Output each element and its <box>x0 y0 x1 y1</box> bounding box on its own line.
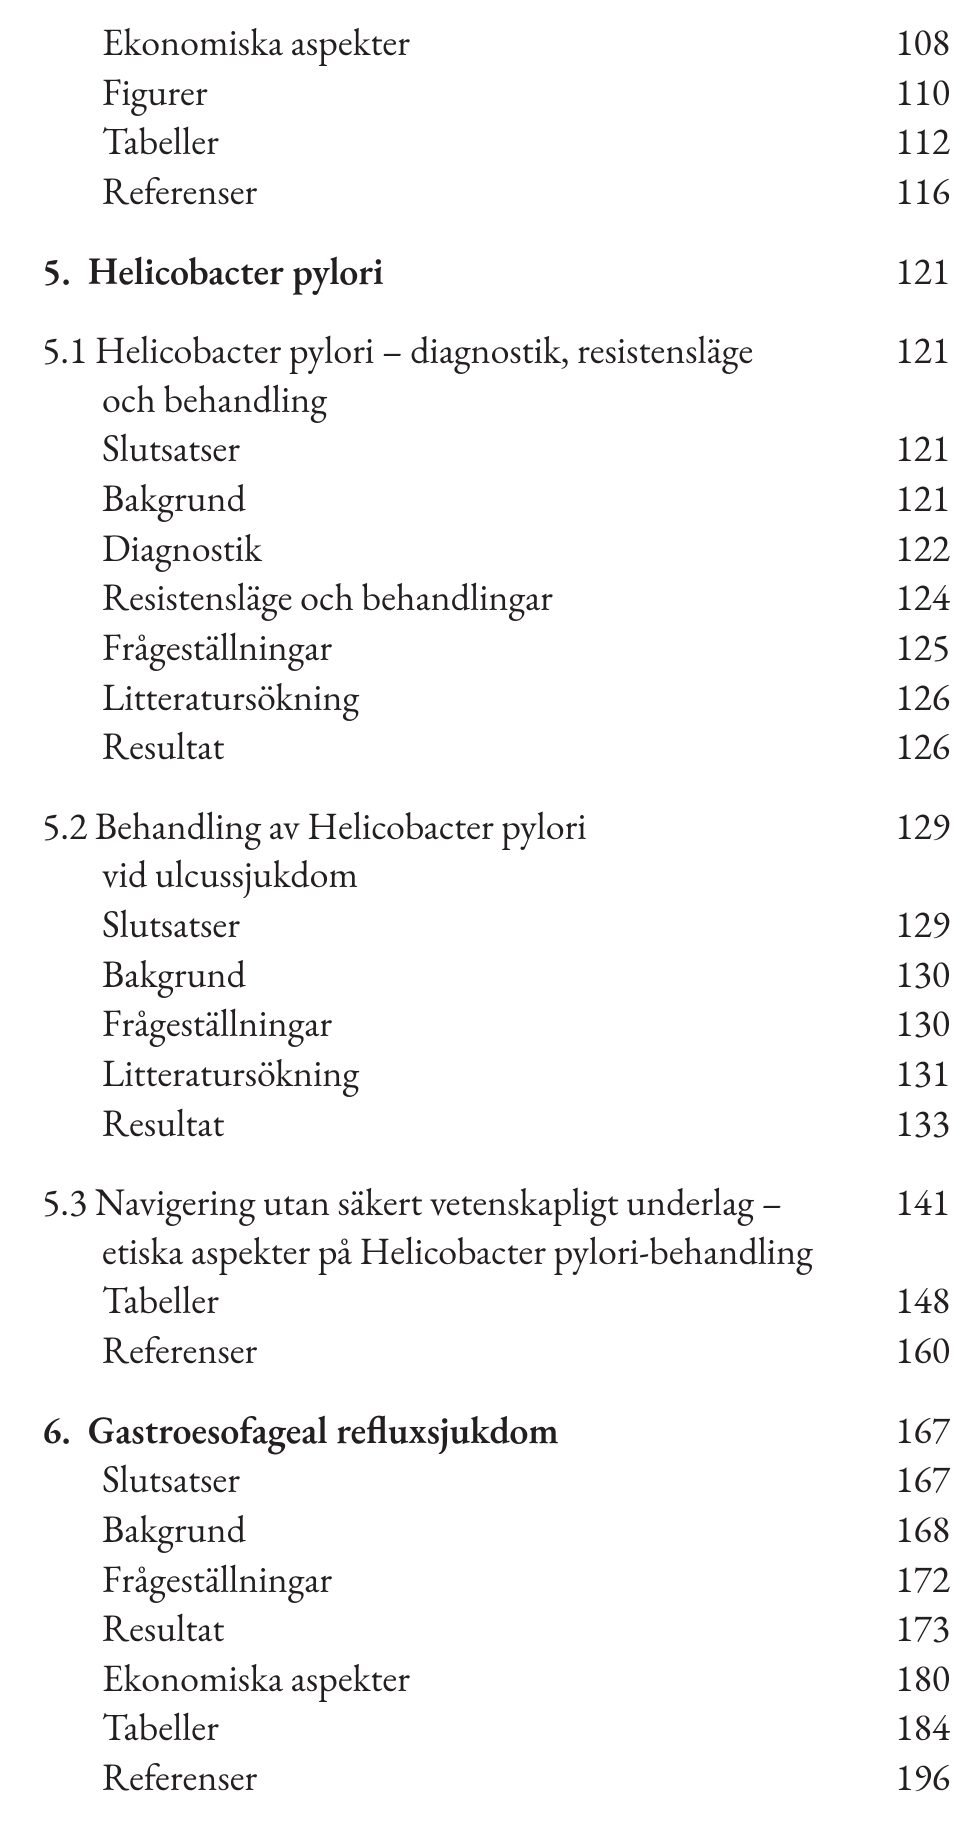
toc-entry: Figurer 110 <box>42 68 950 118</box>
toc-entry-label: 5.1 Helicobacter pylori – diagnostik, re… <box>42 327 753 424</box>
toc-entry: Tabeller 148 <box>42 1276 950 1326</box>
toc-entry-page: 168 <box>870 1505 950 1554</box>
toc-entry: Litteratursökning 126 <box>42 673 950 723</box>
toc-entry-label: Litteratursökning <box>102 674 359 723</box>
toc-entry: Resultat 126 <box>42 722 950 772</box>
toc-entry-page: 172 <box>870 1555 950 1604</box>
toc-entry: 5. Helicobacter pylori 121 <box>42 247 950 297</box>
toc-entry-label: Slutsatser <box>102 425 240 474</box>
toc-entry-label: Resultat <box>102 1605 224 1654</box>
toc-entry: Frågeställningar 125 <box>42 623 950 673</box>
toc-entry-page: 121 <box>870 424 950 473</box>
toc-entry-sublabel: etiska aspekter på Helicobacter pylori-b… <box>42 1228 813 1277</box>
toc-entry-label: Bakgrund <box>102 475 246 524</box>
toc-entry: Resistensläge och behandlingar 124 <box>42 573 950 623</box>
toc-entry-label: Ekonomiska aspekter <box>102 1655 410 1704</box>
toc-entry-label: Resultat <box>102 723 224 772</box>
toc-entry-page: 108 <box>870 18 950 67</box>
toc-entry-label: Frågeställningar <box>102 1556 332 1605</box>
toc-entry-page: 180 <box>870 1654 950 1703</box>
toc-entry-label: Ekonomiska aspekter <box>102 19 410 68</box>
toc-entry-label: 5. Helicobacter pylori <box>42 248 384 297</box>
toc-entry-page: 184 <box>870 1703 950 1752</box>
toc-entry-page: 131 <box>870 1049 950 1098</box>
table-of-contents: Ekonomiska aspekter108Figurer110Tabeller… <box>42 18 950 1803</box>
toc-entry-sublabel: och behandling <box>42 376 753 425</box>
toc-entry-page: 167 <box>870 1455 950 1504</box>
toc-entry-page: 112 <box>870 117 950 166</box>
toc-entry-page: 121 <box>870 474 950 523</box>
toc-entry: Diagnostik 122 <box>42 524 950 574</box>
toc-entry: Frågeställningar 172 <box>42 1555 950 1605</box>
toc-entry-label: 6. Gastroesofageal refluxsjukdom <box>42 1407 559 1456</box>
toc-entry: Ekonomiska aspekter 108 <box>42 18 950 68</box>
toc-entry-page: 121 <box>870 247 950 296</box>
toc-entry-page: 173 <box>870 1604 950 1653</box>
toc-entry-page: 129 <box>870 802 950 851</box>
toc-entry-label: Diagnostik <box>102 525 262 574</box>
toc-entry: Referenser 196 <box>42 1753 950 1803</box>
toc-entry: Resultat 173 <box>42 1604 950 1654</box>
toc-entry: Bakgrund 121 <box>42 474 950 524</box>
toc-entry-page: 160 <box>870 1326 950 1375</box>
toc-entry-page: 125 <box>870 623 950 672</box>
toc-entry-sublabel: vid ulcussjukdom <box>42 851 587 900</box>
toc-entry-label: Referenser <box>102 1327 257 1376</box>
toc-entry: Resultat 133 <box>42 1099 950 1149</box>
toc-entry-label: Bakgrund <box>102 951 246 1000</box>
toc-entry-label: Resultat <box>102 1100 224 1149</box>
toc-entry-label: Frågeställningar <box>102 1000 332 1049</box>
toc-entry: Slutsatser 167 <box>42 1455 950 1505</box>
toc-entry-label: 5.2 Behandling av Helicobacter pylorivid… <box>42 803 587 900</box>
toc-entry-page: 148 <box>870 1276 950 1325</box>
toc-entry-page: 130 <box>870 999 950 1048</box>
toc-entry-page: 130 <box>870 950 950 999</box>
toc-entry-label: Slutsatser <box>102 1456 240 1505</box>
toc-entry: Litteratursökning 131 <box>42 1049 950 1099</box>
toc-entry-label: Frågeställningar <box>102 624 332 673</box>
toc-entry-page: 129 <box>870 900 950 949</box>
toc-entry-label: Referenser <box>102 168 257 217</box>
toc-entry-page: 196 <box>870 1753 950 1802</box>
toc-entry: 6. Gastroesofageal refluxsjukdom 167 <box>42 1406 950 1456</box>
toc-entry-label: Slutsatser <box>102 901 240 950</box>
toc-entry: 5.2 Behandling av Helicobacter pylorivid… <box>42 802 950 900</box>
toc-entry-label: Tabeller <box>102 1277 219 1326</box>
toc-entry-page: 141 <box>870 1178 950 1227</box>
toc-entry: Bakgrund 130 <box>42 950 950 1000</box>
toc-entry: Frågeställningar 130 <box>42 999 950 1049</box>
toc-entry-label: Tabeller <box>102 1704 219 1753</box>
toc-entry: Slutsatser 129 <box>42 900 950 950</box>
toc-entry-page: 121 <box>870 326 950 375</box>
toc-entry: Tabeller 112 <box>42 117 950 167</box>
toc-entry-page: 124 <box>870 573 950 622</box>
toc-entry-label: Bakgrund <box>102 1506 246 1555</box>
toc-entry-label: Litteratursökning <box>102 1050 359 1099</box>
toc-entry-label: Figurer <box>102 69 208 118</box>
toc-entry-page: 126 <box>870 673 950 722</box>
toc-entry: Referenser 160 <box>42 1326 950 1376</box>
toc-entry: 5.3 Navigering utan säkert vetenskapligt… <box>42 1178 950 1276</box>
toc-entry: Slutsatser 121 <box>42 424 950 474</box>
toc-entry-label: Resistensläge och behandlingar <box>102 574 553 623</box>
toc-entry-page: 133 <box>870 1099 950 1148</box>
toc-entry: Bakgrund 168 <box>42 1505 950 1555</box>
toc-entry-label: Tabeller <box>102 118 219 167</box>
toc-entry-label: Referenser <box>102 1754 257 1803</box>
toc-entry-page: 116 <box>870 167 950 216</box>
toc-entry: Ekonomiska aspekter 180 <box>42 1654 950 1704</box>
toc-entry: Tabeller 184 <box>42 1703 950 1753</box>
toc-entry: 5.1 Helicobacter pylori – diagnostik, re… <box>42 326 950 424</box>
toc-entry-page: 122 <box>870 524 950 573</box>
toc-entry-page: 126 <box>870 722 950 771</box>
toc-entry: Referenser 116 <box>42 167 950 217</box>
toc-entry-label: 5.3 Navigering utan säkert vetenskapligt… <box>42 1179 813 1276</box>
toc-entry-page: 167 <box>870 1406 950 1455</box>
toc-entry-page: 110 <box>870 68 950 117</box>
